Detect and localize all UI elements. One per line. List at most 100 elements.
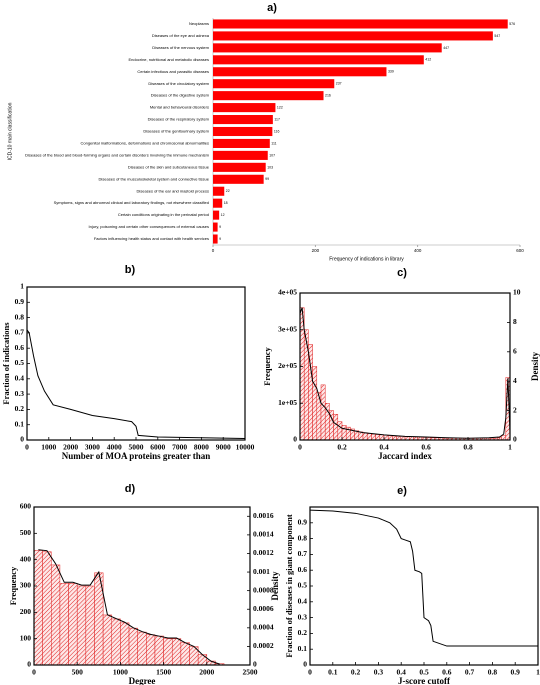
y2-axis-label: Density — [270, 571, 280, 600]
bar — [213, 186, 225, 196]
y2-tick-label: 4 — [513, 376, 517, 385]
histogram-bar — [366, 433, 372, 441]
y-tick-label: 500 — [20, 528, 32, 537]
y-tick-label: 0.6 — [15, 343, 25, 352]
category-label: Congenital malformations, deformations a… — [80, 141, 209, 146]
y-tick-label: 200 — [20, 607, 32, 616]
value-label: 22 — [226, 189, 230, 193]
x-tick-label: 0.4 — [397, 668, 407, 677]
plot-frame — [309, 506, 539, 666]
histogram-bar — [379, 434, 385, 441]
x-tick-label: 7000 — [172, 443, 187, 452]
value-label: 447 — [443, 46, 449, 50]
x-tick-label: 0.6 — [421, 443, 431, 452]
y-tick-label: 3e+05 — [278, 324, 297, 333]
x-tick-label: 2000 — [63, 443, 78, 452]
x-tick-label: 3000 — [85, 443, 100, 452]
category-label: Diseases of the genitourinary system — [143, 129, 209, 134]
x-axis-label: Frequency of indications in library — [329, 256, 404, 262]
y-tick-label: 0.9 — [298, 518, 308, 527]
y-tick-label: 0.1 — [298, 644, 308, 653]
histogram-bar — [137, 631, 147, 666]
histogram-bar — [501, 435, 507, 441]
category-label: Diseases of the digestive system — [151, 93, 210, 98]
histogram-bar — [383, 434, 389, 441]
category-label: Diseases of the skin and subcutaneous ti… — [128, 164, 210, 169]
bar — [213, 55, 424, 65]
y-tick-label: 0.5 — [15, 358, 25, 367]
y-tick-label: 0.7 — [15, 328, 25, 337]
y-axis-label: Fraction of diseases in giant component — [284, 514, 294, 657]
y-tick-label: 600 — [20, 502, 32, 511]
histogram-bar — [68, 583, 78, 666]
x-axis-label: Jaccard index — [378, 451, 432, 461]
y-tick-label: 0.5 — [298, 581, 308, 590]
histogram-bar — [154, 635, 164, 666]
histogram-bar — [171, 638, 182, 666]
y-axis-label: Frequency — [262, 346, 272, 385]
x-tick-label: 9000 — [216, 443, 231, 452]
category-label: Diseases of the circulatory system — [148, 81, 209, 86]
y2-tick-label: 0.0002 — [253, 641, 274, 650]
y-tick-label: 1e+05 — [278, 398, 297, 407]
y2-tick-label: 0.0016 — [253, 511, 274, 520]
histogram-bar — [85, 585, 95, 666]
x-tick-label: 0.2 — [337, 443, 347, 452]
bar — [213, 91, 324, 101]
value-label: 576 — [509, 22, 515, 26]
y-tick-label: 0.6 — [298, 565, 308, 574]
y-tick-label: 4e+05 — [278, 288, 297, 297]
x-tick-label: 1500 — [156, 668, 171, 677]
category-label: Certain conditions originating in the pe… — [118, 212, 209, 217]
x-axis-label: Number of MOA proteins greater than — [62, 451, 211, 461]
y-tick-label: 0 — [303, 660, 307, 669]
panel-title: a) — [267, 2, 277, 14]
histogram-bar — [337, 421, 343, 441]
x-tick-label: 0 — [212, 248, 215, 253]
y2-tick-label: 0.0012 — [253, 548, 274, 557]
bar — [213, 150, 268, 160]
x-tick-label: 0.7 — [465, 668, 475, 677]
value-label: 117 — [274, 117, 280, 121]
y2-tick-label: 0 — [513, 435, 517, 444]
histogram-bar — [59, 583, 69, 666]
histogram-bar — [312, 366, 318, 441]
x-tick-label: 0.8 — [488, 668, 498, 677]
histogram-bar — [197, 654, 208, 666]
data-line — [309, 509, 538, 647]
histogram-bar — [387, 435, 393, 441]
y-tick-label: 0.9 — [15, 297, 25, 306]
histogram-bar — [362, 432, 368, 441]
bar — [213, 162, 266, 172]
histogram-bar — [392, 435, 397, 441]
y2-tick-label: 0.001 — [253, 567, 270, 576]
value-label: 12 — [221, 213, 225, 217]
x-tick-label: 0 — [298, 443, 302, 452]
histogram-bar — [42, 551, 52, 666]
histogram-bar — [320, 384, 326, 441]
y2-tick-label: 0.0006 — [253, 604, 274, 613]
x-tick-label: 0.5 — [419, 668, 429, 677]
y-axis-label: Fraction of indications — [1, 322, 11, 405]
value-label: 103 — [267, 165, 273, 169]
histogram-bar — [128, 627, 138, 666]
y2-tick-label: 0.0004 — [253, 623, 274, 632]
y-tick-label: 0.2 — [298, 628, 308, 637]
bar — [213, 222, 218, 232]
bar — [213, 234, 218, 244]
x-tick-label: 5000 — [129, 443, 144, 452]
density-line — [38, 549, 220, 665]
category-label: Symptoms, signs and abnormal clinical an… — [54, 200, 209, 205]
x-tick-label: 0 — [32, 668, 36, 677]
y-tick-label: 0.1 — [15, 419, 25, 428]
x-axis-label: J-score cutoff — [398, 676, 451, 685]
y2-tick-label: 10 — [513, 288, 521, 297]
x-tick-label: 400 — [414, 248, 422, 253]
x-axis-label: Degree — [129, 676, 156, 685]
category-label: Injury, poisoning and certain other cons… — [89, 224, 209, 229]
plot-frame — [26, 286, 246, 441]
x-tick-label: 1000 — [113, 668, 128, 677]
histogram-bar — [341, 425, 347, 441]
histogram-bar — [102, 614, 113, 666]
y2-axis-label: Density — [530, 352, 540, 381]
